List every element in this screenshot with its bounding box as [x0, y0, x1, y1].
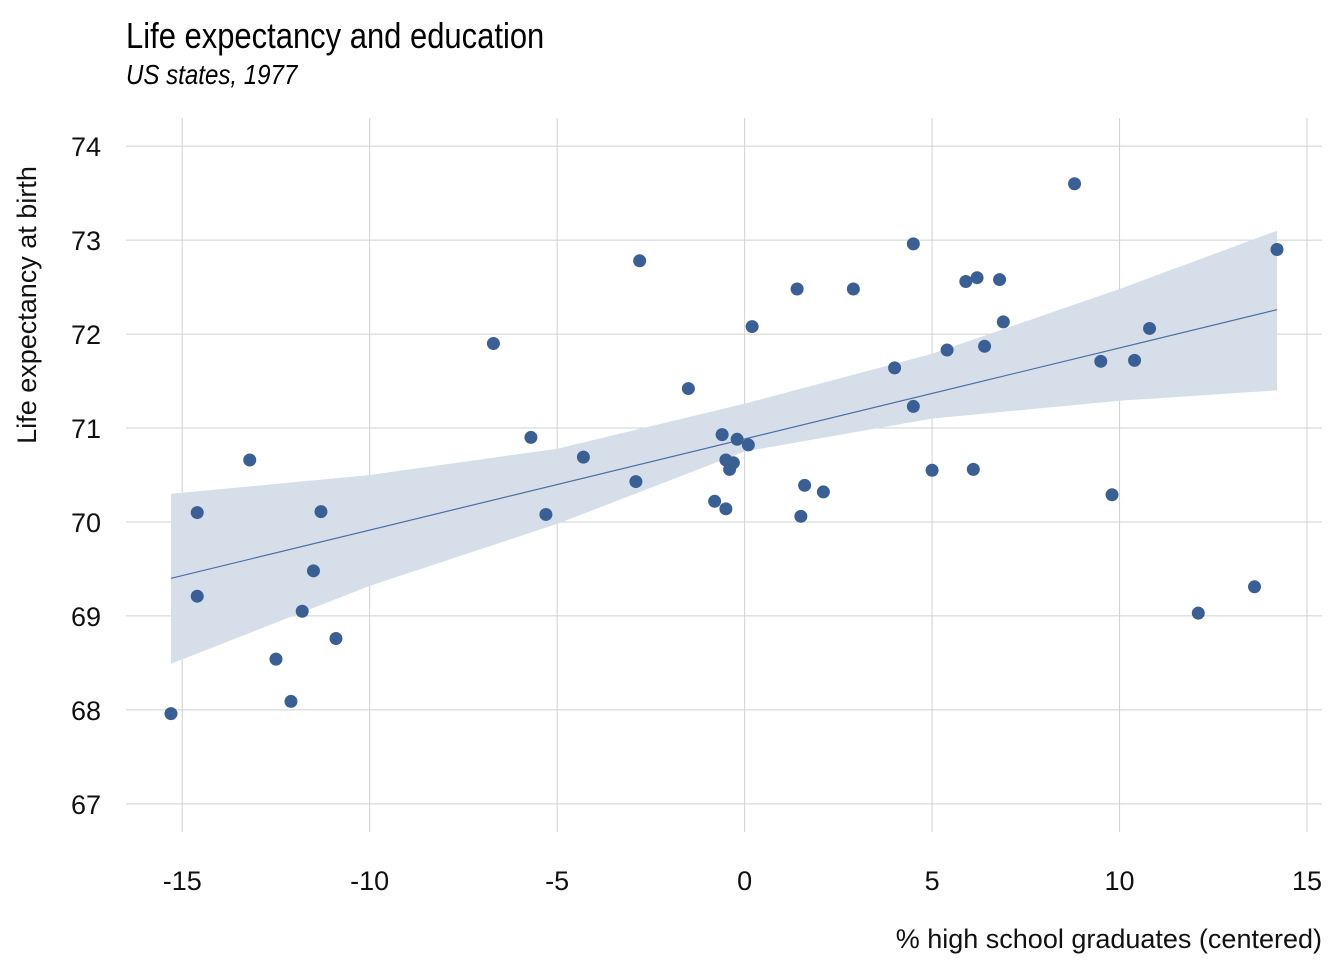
data-point: [888, 361, 902, 375]
data-point: [996, 315, 1010, 329]
y-axis-title: Life expectancy at birth: [12, 166, 42, 444]
data-point: [726, 456, 740, 470]
data-point: [1248, 580, 1262, 594]
data-point: [284, 694, 298, 708]
fit-line-layer: [170, 309, 1278, 579]
y-tick-label: 70: [71, 508, 101, 538]
y-tick-label: 69: [71, 602, 101, 632]
data-points-layer: [164, 177, 1284, 721]
x-tick-label: -15: [163, 866, 202, 896]
data-point: [164, 707, 178, 721]
data-point: [295, 604, 309, 618]
data-point: [190, 506, 204, 520]
y-tick-label: 68: [71, 696, 101, 726]
data-point: [1105, 488, 1119, 502]
y-tick-label: 73: [71, 226, 101, 256]
x-axis-title: % high school graduates (centered): [896, 924, 1322, 954]
data-point: [966, 462, 980, 476]
data-point: [993, 273, 1007, 287]
data-point: [715, 428, 729, 442]
x-tick-label: 5: [925, 866, 940, 896]
data-point: [745, 320, 759, 334]
y-tick-label: 74: [71, 132, 101, 162]
data-point: [906, 237, 920, 251]
x-tick-label: 15: [1292, 866, 1322, 896]
chart-title: Life expectancy and education: [126, 15, 545, 56]
data-point: [741, 438, 755, 452]
data-point: [816, 485, 830, 499]
data-point: [329, 631, 343, 645]
data-point: [730, 432, 744, 446]
data-point: [539, 507, 553, 521]
data-point: [925, 463, 939, 477]
regression-line: [170, 309, 1278, 579]
data-point: [978, 339, 992, 353]
data-point: [633, 254, 647, 268]
grid-layer: [126, 118, 1322, 832]
x-tick-label: 10: [1105, 866, 1135, 896]
y-tick-label: 67: [71, 790, 101, 820]
data-point: [269, 652, 283, 666]
data-point: [314, 505, 328, 519]
data-point: [576, 450, 590, 464]
data-point: [794, 509, 808, 523]
data-point: [1191, 606, 1205, 620]
data-point: [1068, 177, 1082, 191]
data-point: [798, 478, 812, 492]
data-point: [906, 399, 920, 413]
y-tick-label: 72: [71, 320, 101, 350]
data-point: [629, 475, 643, 489]
tick-labels-layer: -15 -10 -5 0 5 10 15 67 68 69 70 71 72 73 74: [71, 132, 1322, 896]
data-point: [846, 282, 860, 296]
data-point: [1270, 243, 1284, 257]
data-point: [681, 382, 695, 396]
confidence-band-layer: [171, 230, 1277, 664]
data-point: [940, 343, 954, 357]
data-point: [524, 430, 538, 444]
data-point: [1128, 353, 1142, 367]
x-tick-label: -10: [350, 866, 389, 896]
data-point: [190, 589, 204, 603]
chart-subtitle: US states, 1977: [126, 59, 298, 90]
data-point: [306, 564, 320, 578]
data-point: [1143, 321, 1157, 335]
y-tick-label: 71: [71, 414, 101, 444]
data-point: [719, 502, 733, 516]
x-tick-label: -5: [545, 866, 569, 896]
data-point: [1094, 354, 1108, 368]
x-tick-label: 0: [737, 866, 752, 896]
data-point: [708, 494, 722, 508]
data-point: [970, 271, 984, 285]
data-point: [243, 453, 257, 467]
confidence-band: [171, 230, 1277, 664]
data-point: [790, 282, 804, 296]
data-point: [486, 336, 500, 350]
data-point: [959, 274, 973, 288]
